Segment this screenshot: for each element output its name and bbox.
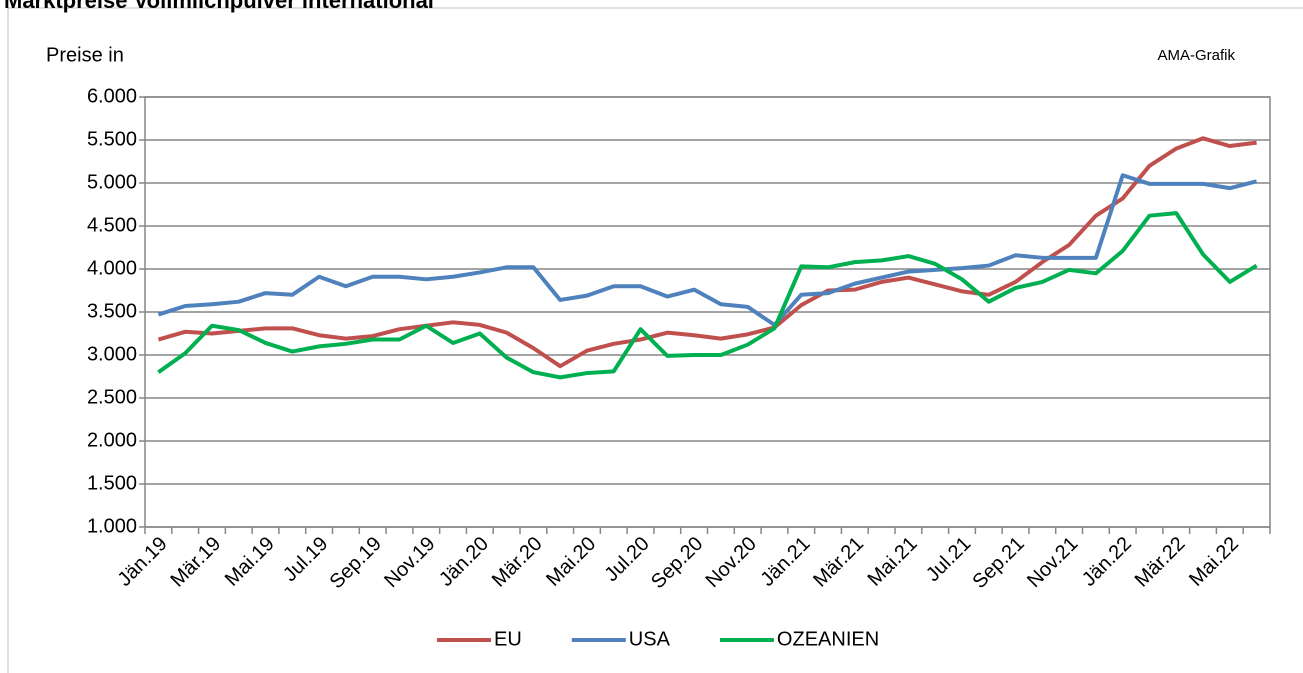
x-tick-label: Jän.20 [435,533,493,591]
y-tick-label: 1.000 [87,515,137,537]
x-tick-label: Nov.21 [1023,533,1082,592]
y-tick-label: 3.500 [87,300,137,322]
x-tick-label: Mai.22 [1185,533,1243,591]
x-tick-label: Jän.19 [114,533,172,591]
chart-frame [7,7,1303,673]
x-tick-label: Jän.22 [1078,533,1136,591]
source-label: AMA-Grafik [1157,47,1235,64]
x-tick-label: Jän.21 [756,533,814,591]
y-tick-label: 1.500 [87,472,137,494]
data-line [157,173,1258,327]
x-tick-label: Mai.20 [542,533,600,591]
chart-title: Marktpreise Vollmilchpulver internationa… [4,0,434,13]
x-tick-label: Mär.22 [1131,533,1190,592]
x-tick-label: Sep.19 [326,533,386,593]
x-tick-label: Mär.21 [809,533,868,592]
x-tick-label: Nov.20 [702,533,761,592]
legend-label: OZEANIEN [777,628,879,650]
y-tick-label: 5.000 [87,171,137,193]
y-tick-label: 5.500 [87,128,137,150]
x-tick-label: Mai.19 [221,533,279,591]
y-axis-label: Preise in [46,44,124,66]
y-tick-label: 2.000 [87,429,137,451]
x-tick-label: Mär.19 [166,533,225,592]
y-tick-label: 6.000 [87,85,137,107]
x-tick-label: Jul.21 [922,533,975,586]
data-line [157,211,1258,380]
legend-label: USA [629,628,671,650]
x-tick-label: Mär.20 [488,533,547,592]
x-tick-label: Jul.20 [601,533,654,586]
x-tick-label: Jul.19 [279,533,332,586]
data-line [157,136,1257,369]
y-tick-label: 3.000 [87,343,137,365]
y-tick-label: 2.500 [87,386,137,408]
x-tick-label: Nov.19 [380,533,439,592]
x-tick-label: Mai.21 [864,533,922,591]
y-tick-label: 4.500 [87,214,137,236]
y-tick-label: 4.000 [87,257,137,279]
legend-label: EU [494,628,522,650]
x-tick-label: Sep.21 [968,533,1028,593]
x-tick-label: Sep.20 [647,533,707,593]
